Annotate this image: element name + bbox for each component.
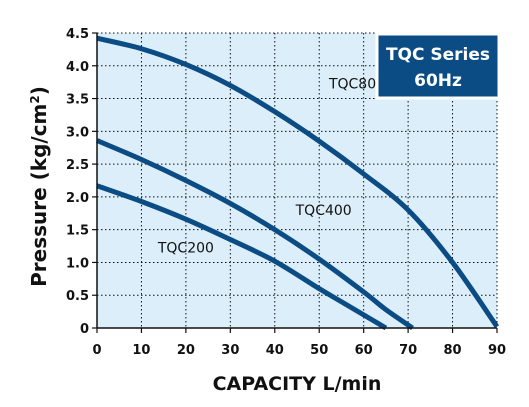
series-badge-box [375,32,501,100]
x-tick-label: 60 [355,343,373,358]
y-axis-title-end: ) [27,86,51,95]
x-tick-label: 0 [92,343,101,358]
y-tick-label: 0.5 [66,289,89,304]
axes [92,32,498,333]
series-badge-frequency: 60Hz [414,71,462,91]
x-tick-label: 20 [177,343,195,358]
x-axis-title: CAPACITY L/min [213,373,382,395]
series-badge: TQC Series 60Hz [375,32,501,100]
x-tick-label: 50 [310,343,328,358]
y-tick-label: 0 [80,322,89,337]
series-label-tqc800: TQC800 [328,77,385,93]
y-tick-label: 4.5 [66,27,89,42]
series-badge-title: TQC Series [386,45,490,65]
x-tick-label: 30 [221,343,239,358]
y-axis-title-main: Pressure (kg/cm [27,104,51,287]
y-axis-title-superscript: 2 [28,95,42,103]
x-tick-label: 70 [399,343,417,358]
series-labels: TQC800 TQC400 TQC200 [157,77,385,257]
y-tick-label: 4.0 [66,60,89,75]
x-tick-label: 10 [132,343,150,358]
x-tick-label: 90 [488,343,506,358]
x-tick-label: 80 [444,343,462,358]
y-tick-label: 2.0 [66,191,89,206]
y-tick-label: 3.0 [66,125,89,140]
series-label-tqc200: TQC200 [157,241,214,257]
series-lines [96,35,500,331]
y-tick-label: 1.0 [66,256,89,271]
y-tick-label: 1.5 [66,224,89,239]
tick-labels: 0 0.5 1.0 1.5 2.0 2.5 3.0 3.5 4.0 4.5 0 10 20 30 40 50 6… [66,27,506,358]
series-line-tqc400 [96,138,414,331]
x-axis-title-text: CAPACITY L/min [213,373,382,395]
series-label-tqc400: TQC400 [295,203,352,219]
y-tick-label: 3.5 [66,93,89,108]
y-axis-title: Pressure (kg/cm2) [27,86,51,287]
y-tick-label: 2.5 [66,158,89,173]
x-tick-label: 40 [266,343,284,358]
series-line-tqc200 [96,183,388,331]
series-line-tqc800 [96,35,500,329]
